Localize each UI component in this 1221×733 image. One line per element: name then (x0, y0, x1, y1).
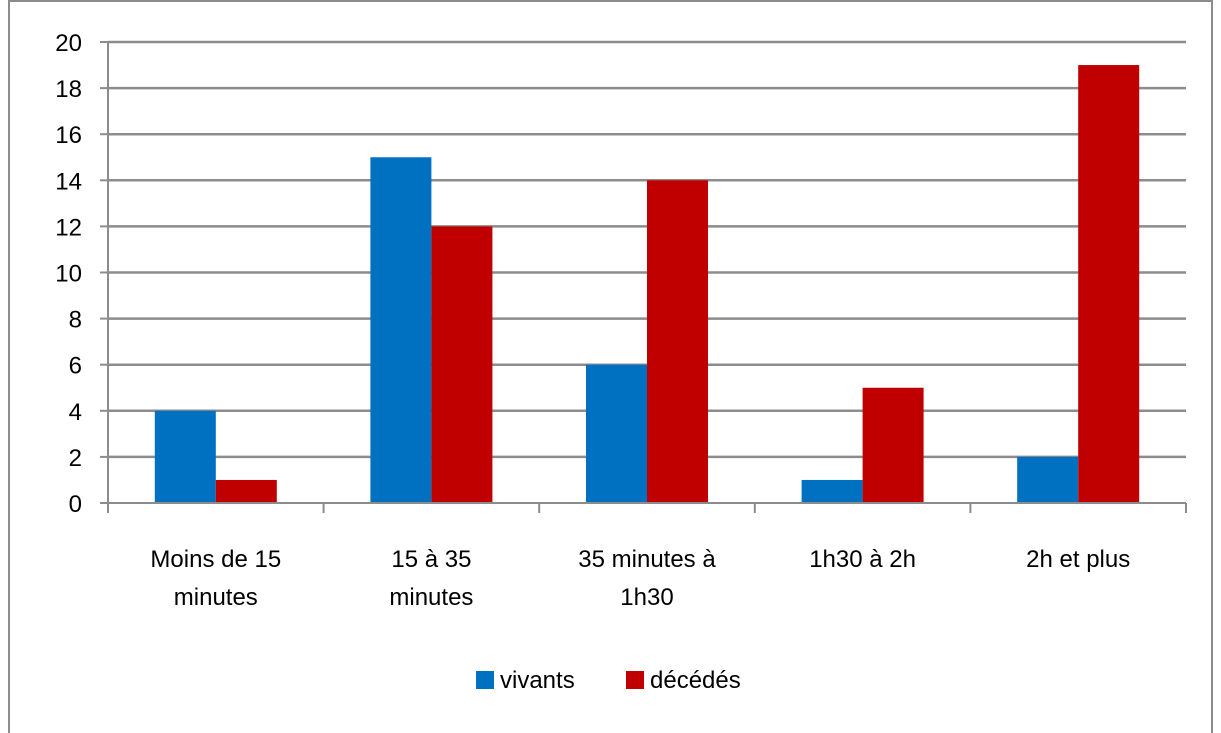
y-tick-label: 18 (55, 76, 82, 103)
y-tick-label: 16 (55, 122, 82, 149)
y-tick-label: 2 (69, 445, 82, 472)
y-tick-label: 14 (55, 168, 82, 195)
y-tick-label: 4 (69, 399, 82, 426)
bars (154, 65, 1140, 504)
y-tick-label: 10 (55, 261, 82, 288)
bar-vivants-2 (586, 364, 647, 503)
y-tick-label: 20 (55, 30, 82, 57)
category-label: 35 minutes à (578, 546, 716, 573)
bar-vivants-4 (1017, 456, 1079, 503)
bar-d-c-d-s-2 (647, 180, 708, 504)
bar-vivants-3 (801, 479, 863, 503)
legend: vivants décédés (476, 667, 741, 694)
category-label: 1h30 (620, 584, 673, 611)
legend-swatch-1 (626, 671, 644, 689)
bar-d-c-d-s-1 (431, 226, 493, 503)
bar-vivants-0 (154, 410, 216, 503)
category-label: 1h30 à 2h (809, 546, 916, 573)
y-tick-label: 12 (55, 214, 82, 241)
y-tick-label: 0 (69, 491, 82, 518)
category-labels: Moins de 15 minutes 15 à 35 minutes 35 minut… (150, 546, 1130, 611)
bar-d-c-d-s-0 (215, 479, 277, 503)
bar-d-c-d-s-3 (862, 387, 924, 503)
axes (100, 41, 1187, 513)
legend-label-0: vivants (500, 667, 575, 694)
category-label: minutes (389, 584, 473, 611)
bar-vivants-1 (370, 157, 432, 503)
bar-d-c-d-s-4 (1078, 65, 1140, 504)
category-label: 2h et plus (1026, 546, 1130, 573)
y-tick-label: 8 (69, 307, 82, 334)
y-tick-labels: 0 2 4 6 8 10 12 14 16 18 20 (55, 30, 82, 518)
chart-frame (8, 0, 1213, 733)
category-label: Moins de 15 (150, 546, 281, 573)
y-tick-label: 6 (69, 353, 82, 380)
legend-swatch-0 (476, 671, 494, 689)
legend-label-1: décédés (650, 667, 741, 694)
category-label: 15 à 35 (391, 546, 471, 573)
category-label: minutes (174, 584, 258, 611)
